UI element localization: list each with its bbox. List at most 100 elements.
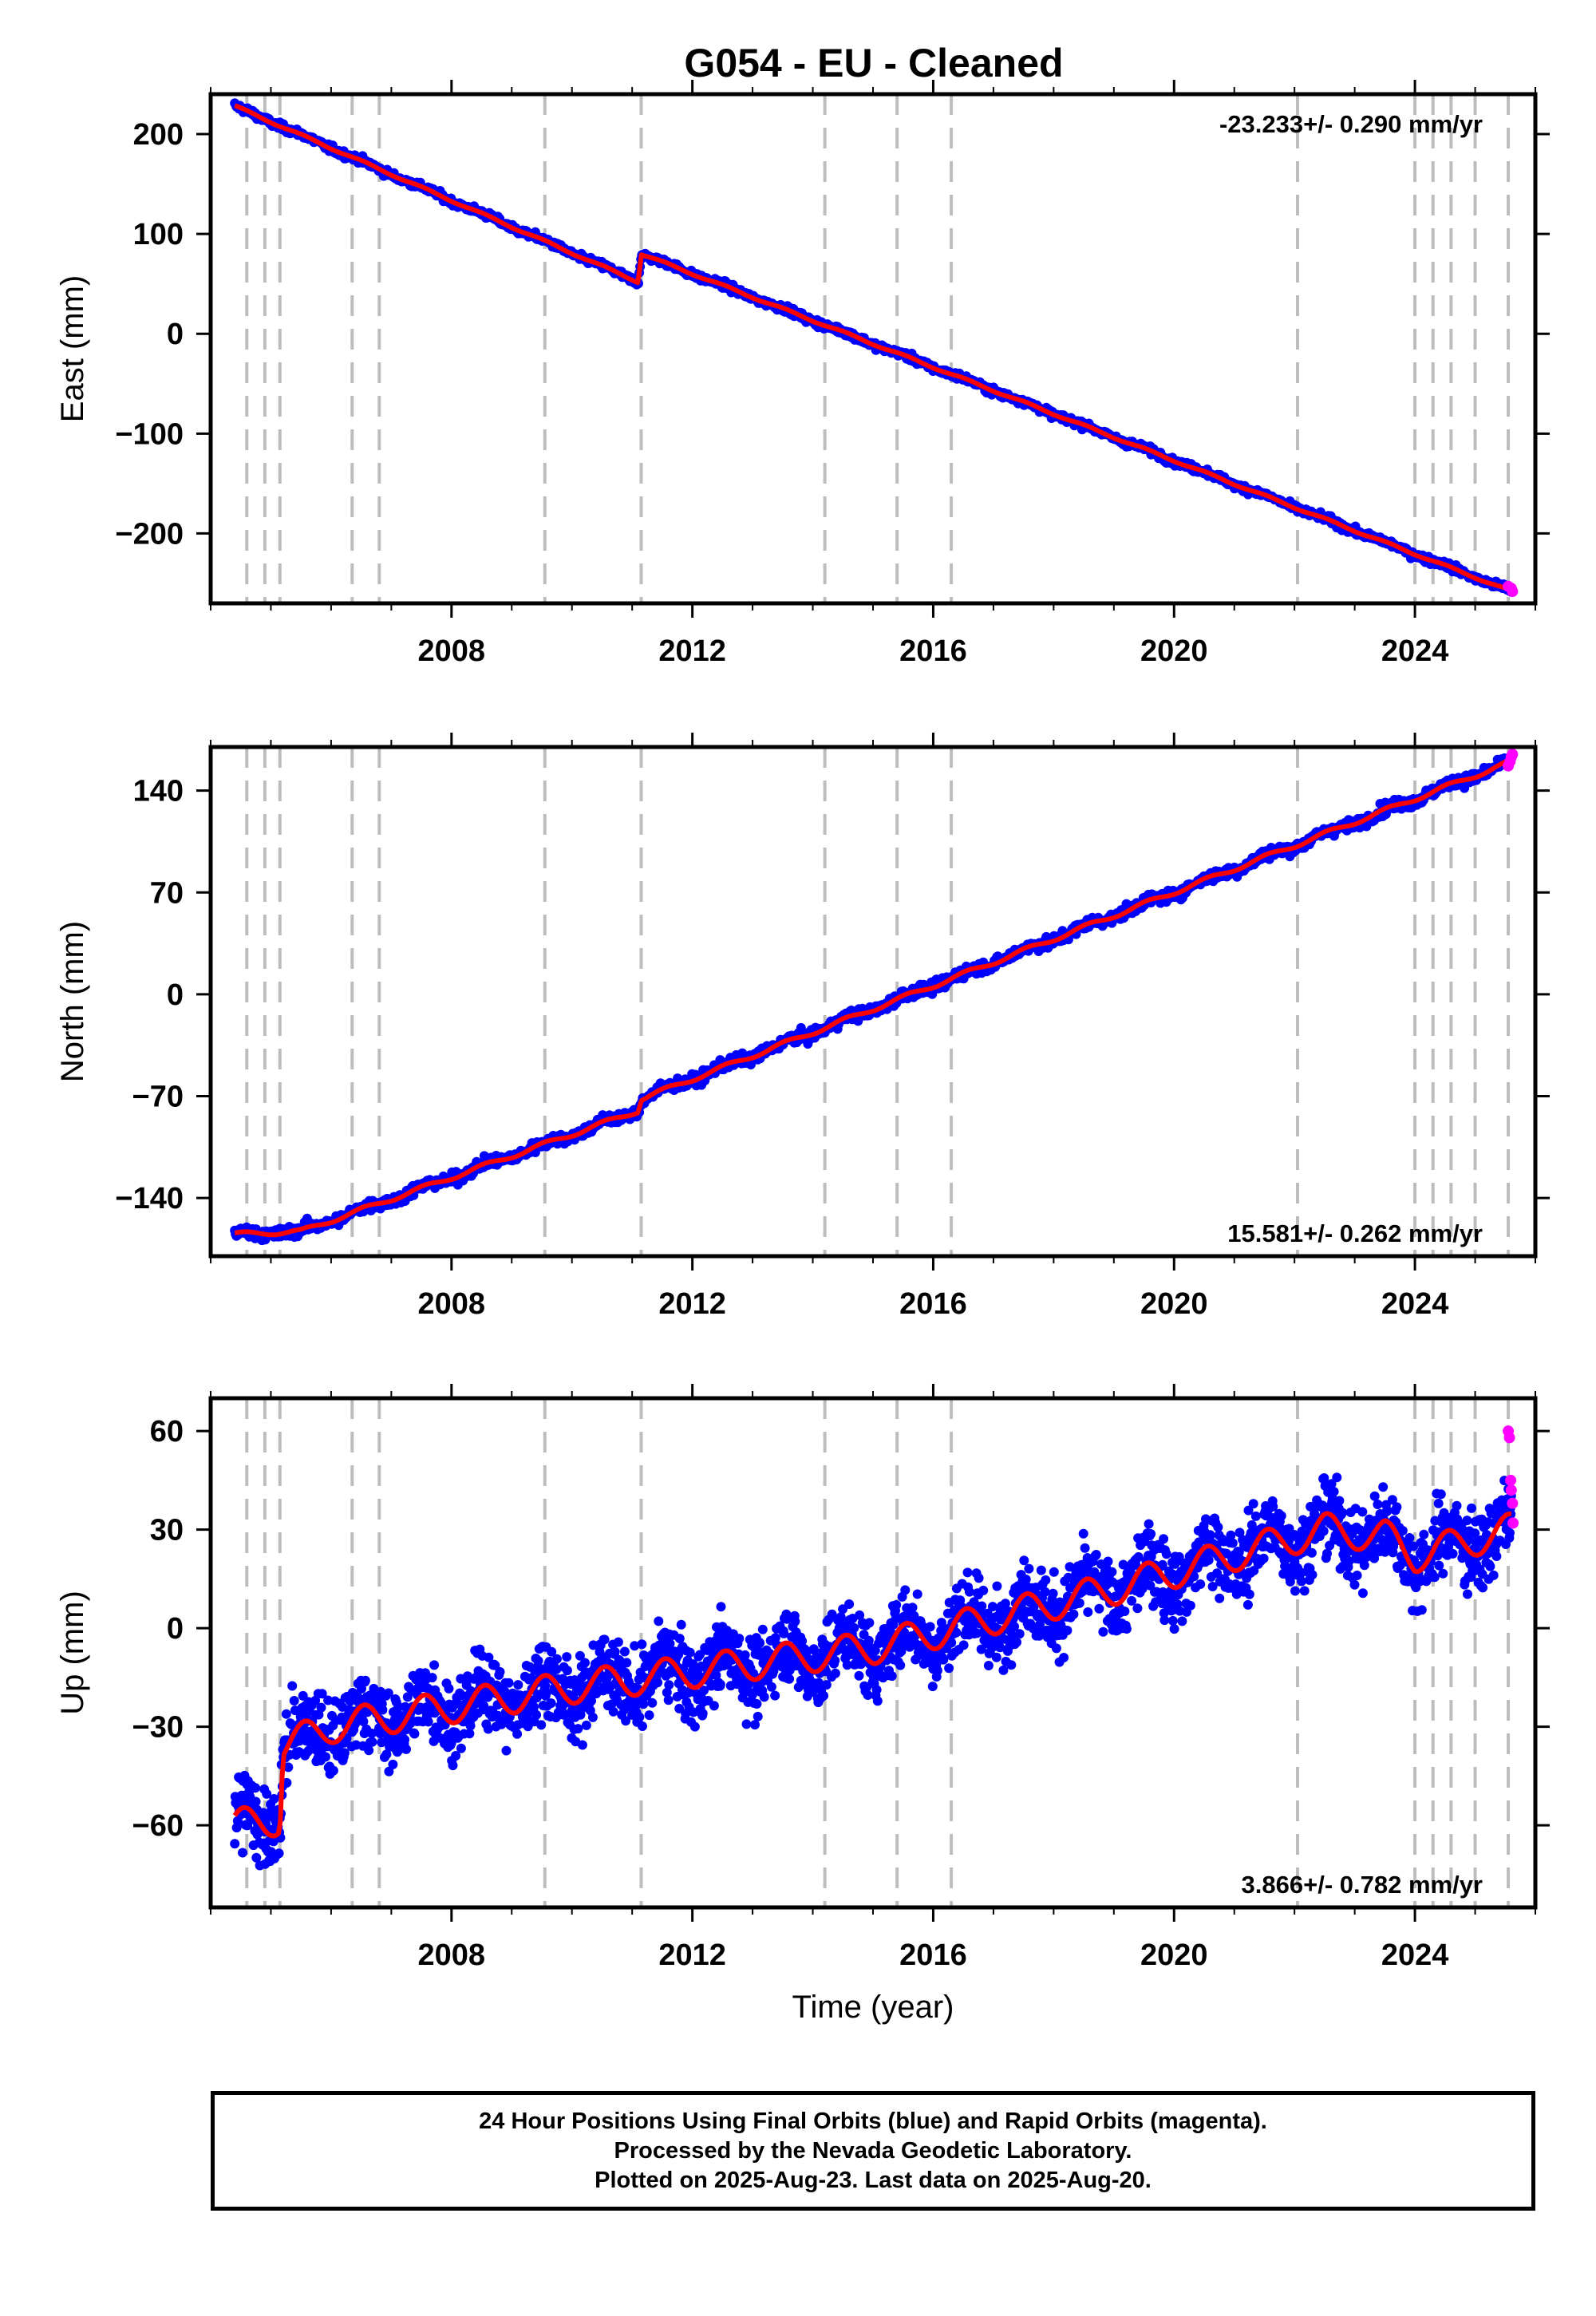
data-point: [345, 1696, 355, 1706]
data-point: [1019, 1555, 1029, 1566]
data-point: [452, 1698, 462, 1709]
data-point: [559, 1709, 570, 1719]
data-point: [587, 1696, 596, 1706]
data-point: [283, 1762, 294, 1773]
data-point: [287, 1681, 298, 1691]
data-point: [887, 1671, 897, 1682]
final-orbit-points: [230, 1472, 1516, 1871]
data-point: [1069, 1609, 1079, 1619]
data-point: [608, 1706, 618, 1717]
data-point: [613, 1637, 623, 1647]
data-point: [1036, 1565, 1046, 1575]
data-point: [230, 1839, 240, 1849]
data-point: [547, 1646, 557, 1657]
data-point: [448, 1761, 458, 1771]
data-point: [401, 1744, 411, 1754]
data-point: [854, 1670, 864, 1681]
data-point: [664, 1680, 674, 1690]
data-point: [716, 1602, 726, 1612]
data-point: [1091, 1550, 1101, 1559]
data-point: [251, 1783, 260, 1793]
data-point: [536, 1720, 547, 1730]
data-point: [429, 1660, 440, 1670]
y-axis-label: East (mm): [55, 275, 90, 422]
y-tick-label: 0: [167, 318, 184, 351]
data-point: [269, 1794, 279, 1804]
data-point: [381, 1749, 392, 1760]
data-point: [581, 1720, 591, 1730]
final-orbit-points: [230, 98, 1516, 597]
data-point: [400, 1734, 410, 1745]
data-point: [662, 1687, 672, 1697]
data-point: [849, 1622, 859, 1633]
data-point: [637, 1639, 647, 1650]
data-point: [750, 1720, 760, 1730]
data-point: [665, 1638, 675, 1649]
data-point: [1083, 1607, 1093, 1617]
data-point: [697, 1709, 708, 1718]
y-tick-label: −100: [115, 417, 184, 451]
rapid-point: [1507, 749, 1519, 761]
data-point: [314, 1709, 324, 1720]
y-tick-label: −140: [115, 1182, 184, 1215]
data-point: [619, 1646, 630, 1657]
data-point: [654, 1616, 664, 1626]
data-point: [1006, 1660, 1017, 1670]
data-point: [709, 1701, 719, 1711]
data-point: [533, 1656, 543, 1666]
data-point: [663, 1695, 674, 1705]
data-point: [501, 1745, 512, 1756]
data-point: [340, 1748, 350, 1758]
data-point: [695, 1650, 705, 1660]
data-point: [653, 1678, 663, 1688]
data-point: [741, 1719, 752, 1729]
data-point: [925, 1622, 935, 1632]
data-point: [377, 1705, 388, 1715]
data-point: [504, 1678, 514, 1688]
data-point: [622, 1658, 632, 1668]
data-point: [962, 1567, 973, 1578]
x-tick-label: 2024: [1381, 634, 1449, 668]
data-point: [958, 1640, 969, 1650]
data-point: [821, 1680, 832, 1690]
data-point: [900, 1585, 911, 1595]
data-point: [282, 1777, 292, 1788]
data-point: [891, 1600, 902, 1610]
x-tick-label: 2020: [1140, 1287, 1208, 1321]
x-tick-label: 2012: [658, 634, 726, 668]
data-point: [830, 1655, 840, 1666]
data-point: [630, 1641, 640, 1651]
data-point: [444, 1683, 454, 1694]
data-point: [784, 1674, 795, 1684]
data-point: [992, 1581, 1002, 1591]
data-point: [367, 1737, 377, 1747]
data-point: [383, 1688, 393, 1698]
data-point: [638, 1699, 649, 1709]
final-orbit-points: [230, 753, 1516, 1246]
data-point: [1094, 1603, 1104, 1614]
data-point: [1062, 1626, 1073, 1635]
data-point: [912, 1589, 922, 1599]
data-point: [546, 1698, 556, 1709]
data-point: [423, 1717, 433, 1727]
data-point: [770, 1690, 780, 1701]
data-point: [715, 1679, 725, 1690]
data-point: [699, 1686, 709, 1696]
chart-title: G054 - EU - Cleaned: [684, 41, 1063, 85]
x-tick-label: 2008: [418, 634, 486, 668]
data-point: [752, 1699, 762, 1709]
x-tick-label: 2008: [418, 1287, 486, 1321]
data-point: [321, 1752, 330, 1762]
data-point: [238, 1848, 247, 1858]
data-point: [483, 1724, 493, 1734]
rate-annotation: -23.233+/- 0.290 mm/yr: [1219, 110, 1483, 138]
y-tick-label: 0: [167, 978, 184, 1012]
data-point: [753, 1711, 763, 1721]
data-point: [991, 1652, 1001, 1662]
model-line: [234, 103, 1512, 593]
data-point: [759, 1692, 769, 1702]
data-point: [974, 1573, 984, 1583]
data-point: [1041, 1575, 1051, 1585]
data-point: [251, 1852, 262, 1863]
